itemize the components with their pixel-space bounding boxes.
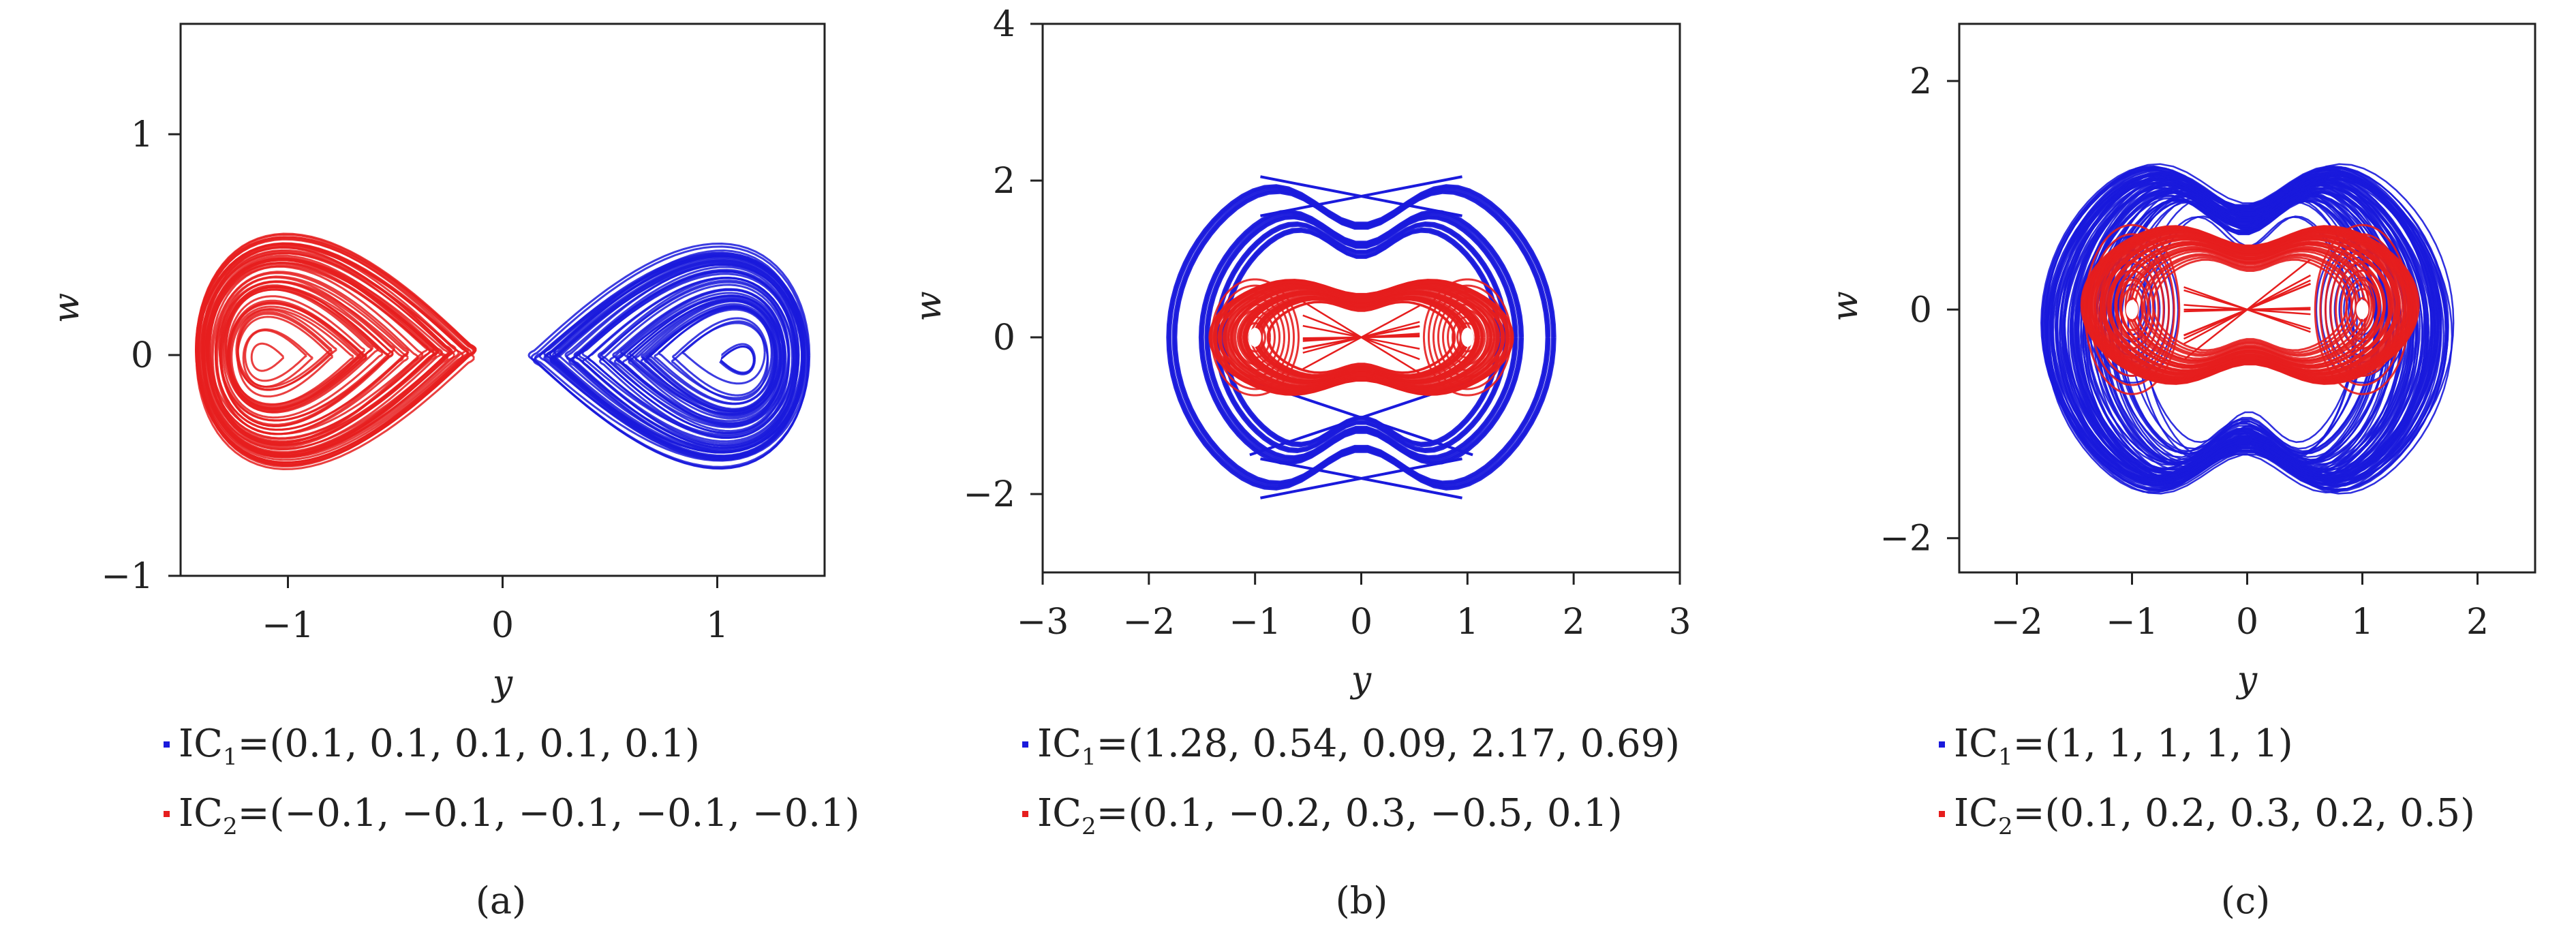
x-tick-label: 3: [1668, 602, 1691, 643]
x-tick-label: −1: [2106, 602, 2158, 643]
y-tick-label: −1: [101, 556, 153, 597]
x-axis-title: y: [1350, 660, 1372, 701]
x-tick-label: 1: [2351, 602, 2374, 643]
x-tick-label: −1: [262, 605, 314, 646]
x-tick-label: −2: [1123, 602, 1176, 643]
y-axis-title: w: [1825, 291, 1866, 322]
legend-swatch: [1022, 741, 1028, 748]
x-tick-label: −3: [1017, 602, 1069, 643]
chart-panel-c: −2 −1 0 1 2 −2 0 2 y w IC1=(1, 1, 1, 1, 1) IC2=(0.1…: [1825, 22, 2536, 922]
legend-entry: IC1=(1.28, 0.54, 0.09, 2.17, 0.69): [1037, 722, 1680, 771]
series-2-trace: [194, 232, 477, 471]
series-2-trace: [1208, 278, 1514, 397]
x-tick-label: 2: [1563, 602, 1585, 643]
panel-caption: (b): [1336, 879, 1388, 922]
panel-caption: (a): [476, 879, 526, 922]
x-tick-label: −2: [1991, 602, 2043, 643]
legend-swatch: [1939, 741, 1945, 748]
y-tick-label: 0: [1910, 290, 1932, 331]
x-tick-label: −1: [1229, 602, 1281, 643]
y-tick-label: 0: [993, 318, 1015, 358]
y-tick-label: −2: [1880, 519, 1932, 559]
legend-entry: IC1=(0.1, 0.1, 0.1, 0.1, 0.1): [179, 722, 700, 771]
panel-caption: (c): [2221, 879, 2270, 922]
y-tick-label: 2: [1910, 61, 1932, 102]
legend-swatch: [164, 811, 170, 817]
y-tick-label: 4: [993, 4, 1015, 45]
x-axis-title: y: [2236, 660, 2258, 701]
x-tick-label: 2: [2466, 602, 2489, 643]
legend-swatch: [164, 741, 170, 748]
chart-panel-a: −1 0 1 −1 0 1 y w IC1=(0.1, 0.1, 0.1, 0.1, 0.1) I…: [46, 22, 860, 922]
y-tick-label: 1: [131, 114, 153, 155]
x-tick-label: 1: [1456, 602, 1479, 643]
y-axis-title: w: [46, 293, 87, 324]
series-2-trace: [2080, 224, 2420, 395]
x-axis-title: y: [491, 663, 513, 704]
legend-entry: IC2=(0.1, −0.2, 0.3, −0.5, 0.1): [1037, 791, 1623, 840]
chart-panel-b: −3 −2 −1 0 1 2 3 −2 0 2 4 y w IC1=(1.28, 0.54, 0.09, …: [908, 4, 1691, 922]
y-tick-label: 2: [993, 161, 1015, 202]
y-tick-label: −2: [963, 474, 1015, 515]
y-tick-label: 0: [131, 335, 153, 376]
x-tick-label: 1: [706, 605, 729, 646]
legend-entry: IC2=(−0.1, −0.1, −0.1, −0.1, −0.1): [179, 791, 860, 840]
x-tick-label: 0: [1350, 602, 1373, 643]
legend-entry: IC1=(1, 1, 1, 1, 1): [1954, 722, 2293, 771]
series-1-trace: [527, 242, 811, 470]
x-tick-label: 0: [491, 605, 514, 646]
legend-entry: IC2=(0.1, 0.2, 0.3, 0.2, 0.5): [1954, 791, 2475, 840]
x-tick-label: 0: [2236, 602, 2258, 643]
legend-swatch: [1939, 811, 1945, 817]
legend-swatch: [1022, 811, 1028, 817]
y-axis-title: w: [908, 291, 949, 322]
